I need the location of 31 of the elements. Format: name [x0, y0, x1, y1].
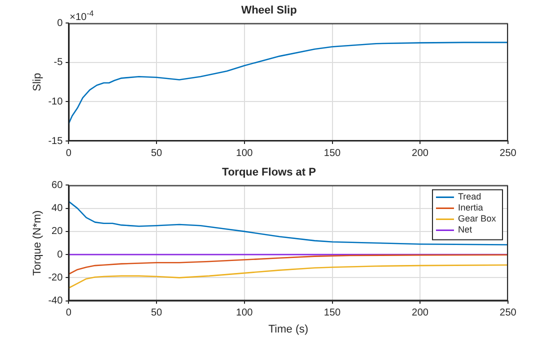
chart-title: Wheel Slip	[241, 4, 298, 17]
x-tick-label: 50	[150, 148, 163, 159]
y-tick-label: -15	[48, 136, 64, 147]
x-tick-label: 250	[500, 308, 517, 319]
chart-title: Torque Flows at P	[222, 166, 316, 179]
x-tick-label: 150	[324, 148, 342, 159]
y-axis-title: Slip	[32, 72, 44, 92]
y-axis-title: Torque (N*m)	[32, 210, 44, 276]
legend-label: Inertia	[458, 202, 483, 213]
x-tick-label: 0	[66, 148, 72, 159]
x-tick-label: 150	[324, 308, 342, 319]
x-tick-label: 0	[66, 308, 72, 319]
legend-label: Net	[458, 224, 472, 235]
x-tick-label: 250	[500, 148, 517, 159]
y-tick-label: 20	[52, 226, 64, 238]
legend-label: Tread	[458, 192, 482, 202]
x-axis-title: Time (s)	[268, 323, 308, 336]
y-tick-label: -40	[48, 296, 64, 307]
y-tick-label: 60	[52, 180, 64, 191]
x-tick-label: 100	[236, 308, 254, 319]
y-tick-label: 40	[52, 203, 64, 214]
y-tick-label: 0	[57, 249, 64, 260]
x-tick-label: 50	[150, 308, 163, 319]
x-tick-label: 200	[412, 308, 429, 319]
y-tick-label: -20	[48, 272, 64, 284]
y-tick-label: 0	[57, 18, 64, 29]
y-tick-label: -10	[48, 96, 64, 108]
x-tick-label: 100	[236, 148, 254, 159]
x-tick-label: 200	[412, 148, 429, 159]
y-tick-label: -5	[54, 57, 64, 68]
legend-label: Gear Box	[458, 214, 496, 224]
